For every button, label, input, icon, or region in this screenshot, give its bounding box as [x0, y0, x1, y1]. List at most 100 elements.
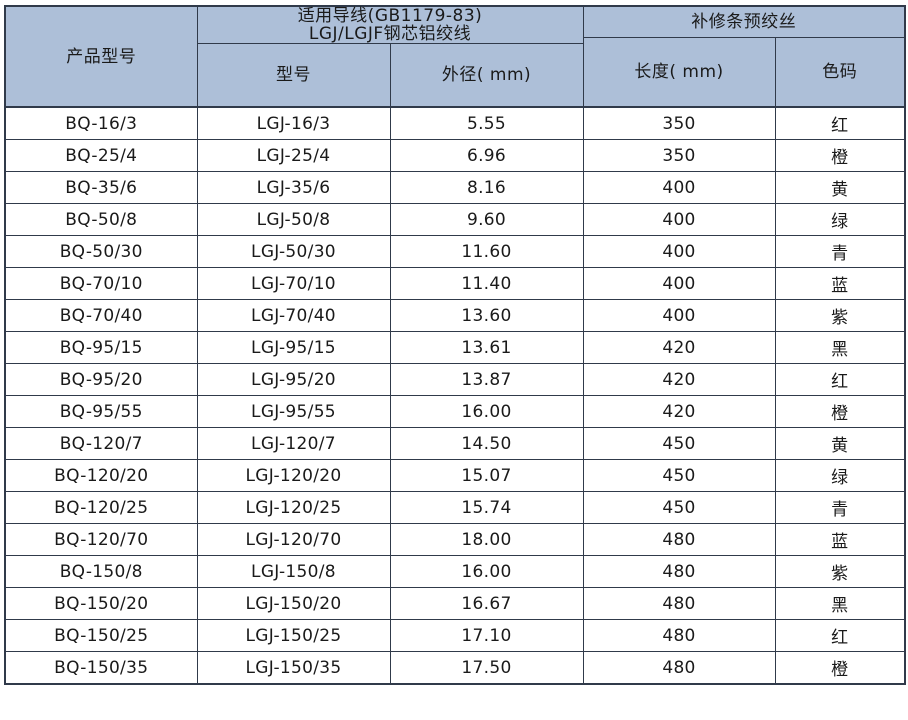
cell-outer-diameter: 15.74	[389, 491, 584, 524]
cell-length: 480	[582, 587, 776, 620]
table-row: BQ-95/20 LGJ-95/20 13.87 420 红	[4, 363, 906, 396]
cell-length: 350	[582, 139, 776, 172]
cell-product-model: BQ-150/35	[4, 651, 198, 685]
cell-color-code: 蓝	[774, 523, 906, 556]
cell-conductor-model: LGJ-50/8	[196, 203, 391, 236]
cell-product-model: BQ-150/25	[4, 619, 198, 652]
table-row: BQ-25/4 LGJ-25/4 6.96 350 橙	[4, 139, 906, 172]
cell-product-model: BQ-50/30	[4, 235, 198, 268]
cell-outer-diameter: 17.50	[389, 651, 584, 685]
header-conductor-standard: 适用导线(GB1179-83)	[297, 6, 483, 26]
cell-length: 480	[582, 651, 776, 685]
cell-color-code: 紫	[774, 555, 906, 588]
cell-conductor-model: LGJ-70/40	[196, 299, 391, 332]
cell-length: 400	[582, 299, 776, 332]
cell-color-code: 黑	[774, 331, 906, 364]
cell-length: 450	[582, 427, 776, 460]
cell-conductor-model: LGJ-25/4	[196, 139, 391, 172]
header-repair-group: 补修条预绞丝	[582, 5, 906, 38]
table-row: BQ-95/15 LGJ-95/15 13.61 420 黑	[4, 331, 906, 364]
cell-conductor-model: LGJ-150/20	[196, 587, 391, 620]
table-header: 产品型号 适用导线(GB1179-83) LGJ/LGJF钢芯铝绞线 补修条预绞…	[4, 5, 906, 108]
cell-product-model: BQ-95/15	[4, 331, 198, 364]
header-outer-diameter: 外径( mm)	[389, 43, 584, 108]
cell-outer-diameter: 18.00	[389, 523, 584, 556]
cell-length: 420	[582, 331, 776, 364]
cell-conductor-model: LGJ-95/15	[196, 331, 391, 364]
cell-length: 450	[582, 459, 776, 492]
cell-outer-diameter: 14.50	[389, 427, 584, 460]
cell-outer-diameter: 13.87	[389, 363, 584, 396]
cell-color-code: 橙	[774, 139, 906, 172]
cell-product-model: BQ-70/10	[4, 267, 198, 300]
table-row: BQ-70/10 LGJ-70/10 11.40 400 蓝	[4, 267, 906, 300]
cell-product-model: BQ-150/20	[4, 587, 198, 620]
cell-color-code: 橙	[774, 651, 906, 685]
cell-color-code: 青	[774, 235, 906, 268]
cell-length: 400	[582, 267, 776, 300]
cell-product-model: BQ-120/70	[4, 523, 198, 556]
cell-product-model: BQ-50/8	[4, 203, 198, 236]
cell-outer-diameter: 13.60	[389, 299, 584, 332]
cell-conductor-model: LGJ-120/25	[196, 491, 391, 524]
cell-color-code: 黄	[774, 427, 906, 460]
table-row: BQ-16/3 LGJ-16/3 5.55 350 红	[4, 106, 906, 140]
cell-length: 480	[582, 619, 776, 652]
table-row: BQ-50/8 LGJ-50/8 9.60 400 绿	[4, 203, 906, 236]
cell-product-model: BQ-120/25	[4, 491, 198, 524]
cell-conductor-model: LGJ-120/7	[196, 427, 391, 460]
header-length: 长度( mm)	[582, 37, 776, 108]
cell-outer-diameter: 16.00	[389, 395, 584, 428]
table-row: BQ-150/20 LGJ-150/20 16.67 480 黑	[4, 587, 906, 620]
cell-outer-diameter: 6.96	[389, 139, 584, 172]
cell-product-model: BQ-35/6	[4, 171, 198, 204]
cell-color-code: 黄	[774, 171, 906, 204]
cell-color-code: 红	[774, 619, 906, 652]
table-row: BQ-50/30 LGJ-50/30 11.60 400 青	[4, 235, 906, 268]
table-row: BQ-120/70 LGJ-120/70 18.00 480 蓝	[4, 523, 906, 556]
cell-length: 400	[582, 235, 776, 268]
table-row: BQ-70/40 LGJ-70/40 13.60 400 紫	[4, 299, 906, 332]
cell-color-code: 红	[774, 106, 906, 140]
cell-product-model: BQ-150/8	[4, 555, 198, 588]
cell-length: 420	[582, 395, 776, 428]
cell-conductor-model: LGJ-150/8	[196, 555, 391, 588]
header-conductor-type: LGJ/LGJF钢芯铝绞线	[308, 24, 472, 44]
cell-length: 400	[582, 171, 776, 204]
cell-color-code: 青	[774, 491, 906, 524]
table-row: BQ-35/6 LGJ-35/6 8.16 400 黄	[4, 171, 906, 204]
cell-outer-diameter: 17.10	[389, 619, 584, 652]
header-conductor-group: 适用导线(GB1179-83) LGJ/LGJF钢芯铝绞线	[196, 5, 584, 44]
cell-outer-diameter: 16.00	[389, 555, 584, 588]
cell-conductor-model: LGJ-95/20	[196, 363, 391, 396]
cell-color-code: 紫	[774, 299, 906, 332]
cell-outer-diameter: 5.55	[389, 106, 584, 140]
cell-length: 480	[582, 523, 776, 556]
cell-conductor-model: LGJ-70/10	[196, 267, 391, 300]
cell-conductor-model: LGJ-50/30	[196, 235, 391, 268]
cell-product-model: BQ-70/40	[4, 299, 198, 332]
cell-product-model: BQ-16/3	[4, 106, 198, 140]
cell-outer-diameter: 11.60	[389, 235, 584, 268]
cell-product-model: BQ-95/55	[4, 395, 198, 428]
cell-conductor-model: LGJ-120/20	[196, 459, 391, 492]
cell-color-code: 绿	[774, 459, 906, 492]
table-body: BQ-16/3 LGJ-16/3 5.55 350 红 BQ-25/4 LGJ-25/4 6.…	[4, 106, 906, 685]
table-row: BQ-150/8 LGJ-150/8 16.00 480 紫	[4, 555, 906, 588]
cell-product-model: BQ-95/20	[4, 363, 198, 396]
table-row: BQ-120/7 LGJ-120/7 14.50 450 黄	[4, 427, 906, 460]
table-row: BQ-150/25 LGJ-150/25 17.10 480 红	[4, 619, 906, 652]
cell-length: 420	[582, 363, 776, 396]
table-row: BQ-150/35 LGJ-150/35 17.50 480 橙	[4, 651, 906, 685]
header-color-code: 色码	[774, 37, 906, 108]
cell-length: 400	[582, 203, 776, 236]
table-row: BQ-120/20 LGJ-120/20 15.07 450 绿	[4, 459, 906, 492]
header-product-model: 产品型号	[4, 5, 198, 108]
cell-outer-diameter: 16.67	[389, 587, 584, 620]
cell-color-code: 蓝	[774, 267, 906, 300]
cell-conductor-model: LGJ-120/70	[196, 523, 391, 556]
cell-length: 350	[582, 106, 776, 140]
cell-color-code: 橙	[774, 395, 906, 428]
cell-outer-diameter: 15.07	[389, 459, 584, 492]
cell-outer-diameter: 8.16	[389, 171, 584, 204]
